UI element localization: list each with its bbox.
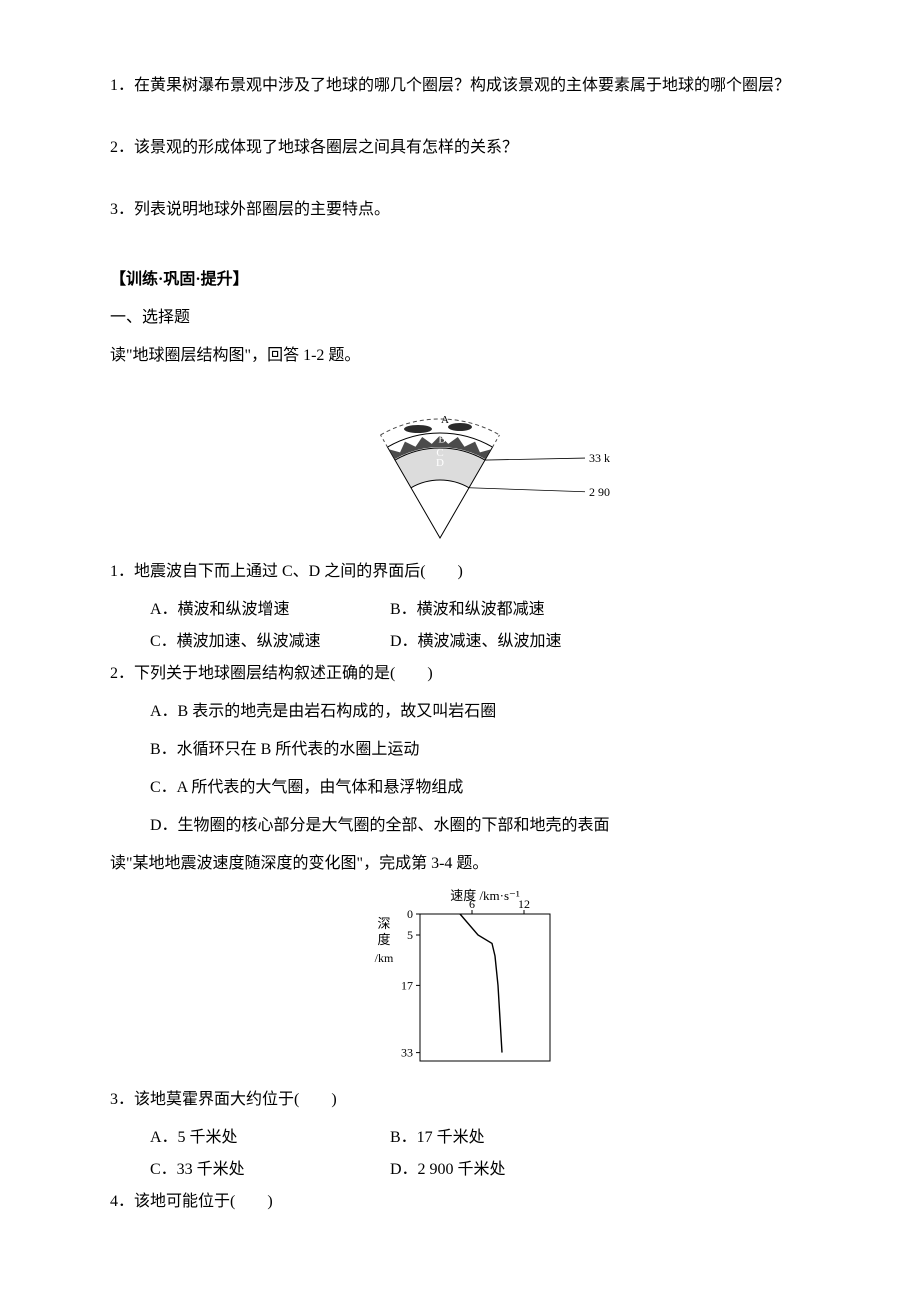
svg-text:D: D xyxy=(436,457,444,469)
svg-text:5: 5 xyxy=(407,928,413,942)
svg-text:速度 /km·s⁻¹: 速度 /km·s⁻¹ xyxy=(450,888,520,903)
question-3-option-b: B．17 千米处 xyxy=(390,1122,590,1154)
section-heading: 【训练·巩固·提升】 xyxy=(110,264,810,296)
svg-text:2 900 km: 2 900 km xyxy=(589,485,610,499)
question-3-option-d: D．2 900 千米处 xyxy=(390,1154,590,1186)
figure-earth-shells: ABCD33 km2 900 km xyxy=(110,378,810,548)
figure-seismic-velocity: 速度 /km·s⁻¹ 深度/km 6 12 0 5 17 33 xyxy=(110,886,810,1076)
svg-text:度: 度 xyxy=(377,932,390,947)
svg-text:/km: /km xyxy=(375,951,394,965)
intro-question-3: 3．列表说明地球外部圈层的主要特点。 xyxy=(110,194,810,226)
question-1-option-d: D．横波减速、纵波加速 xyxy=(390,626,590,658)
question-2-option-d: D．生物圈的核心部分是大气圈的全部、水圈的下部和地壳的表面 xyxy=(150,810,810,842)
svg-text:A: A xyxy=(441,414,449,426)
svg-text:33: 33 xyxy=(401,1046,413,1060)
question-3-stem: 3．该地莫霍界面大约位于( ) xyxy=(110,1084,810,1116)
passage-2: 读"某地地震波速度随深度的变化图"，完成第 3-4 题。 xyxy=(110,848,810,880)
question-3-option-c: C．33 千米处 xyxy=(150,1154,350,1186)
question-1-option-a: A．横波和纵波增速 xyxy=(150,594,350,626)
svg-text:17: 17 xyxy=(401,978,413,992)
question-2-option-b: B．水循环只在 B 所代表的水圈上运动 xyxy=(150,734,810,766)
question-4-stem: 4．该地可能位于( ) xyxy=(110,1186,810,1218)
intro-question-2: 2．该景观的形成体现了地球各圈层之间具有怎样的关系？ xyxy=(110,132,810,164)
question-1-option-b: B．横波和纵波都减速 xyxy=(390,594,590,626)
question-2-option-c: C．A 所代表的大气圈，由气体和悬浮物组成 xyxy=(150,772,810,804)
question-2-stem: 2．下列关于地球圈层结构叙述正确的是( ) xyxy=(110,658,810,690)
question-3-option-a: A．5 千米处 xyxy=(150,1122,350,1154)
question-2-option-a: A．B 表示的地壳是由岩石构成的，故又叫岩石圈 xyxy=(150,696,810,728)
svg-text:0: 0 xyxy=(407,907,413,921)
svg-text:6: 6 xyxy=(469,897,475,911)
question-1-stem: 1．地震波自下而上通过 C、D 之间的界面后( ) xyxy=(110,556,810,588)
question-1-option-c: C．横波加速、纵波减速 xyxy=(150,626,350,658)
intro-question-1: 1．在黄果树瀑布景观中涉及了地球的哪几个圈层？构成该景观的主体要素属于地球的哪个… xyxy=(110,70,810,102)
svg-text:12: 12 xyxy=(518,897,530,911)
svg-text:33 km: 33 km xyxy=(589,451,610,465)
svg-text:B: B xyxy=(438,434,445,446)
part-1-label: 一、选择题 xyxy=(110,302,810,334)
passage-1: 读"地球圈层结构图"，回答 1-2 题。 xyxy=(110,340,810,372)
svg-text:深: 深 xyxy=(377,916,390,931)
